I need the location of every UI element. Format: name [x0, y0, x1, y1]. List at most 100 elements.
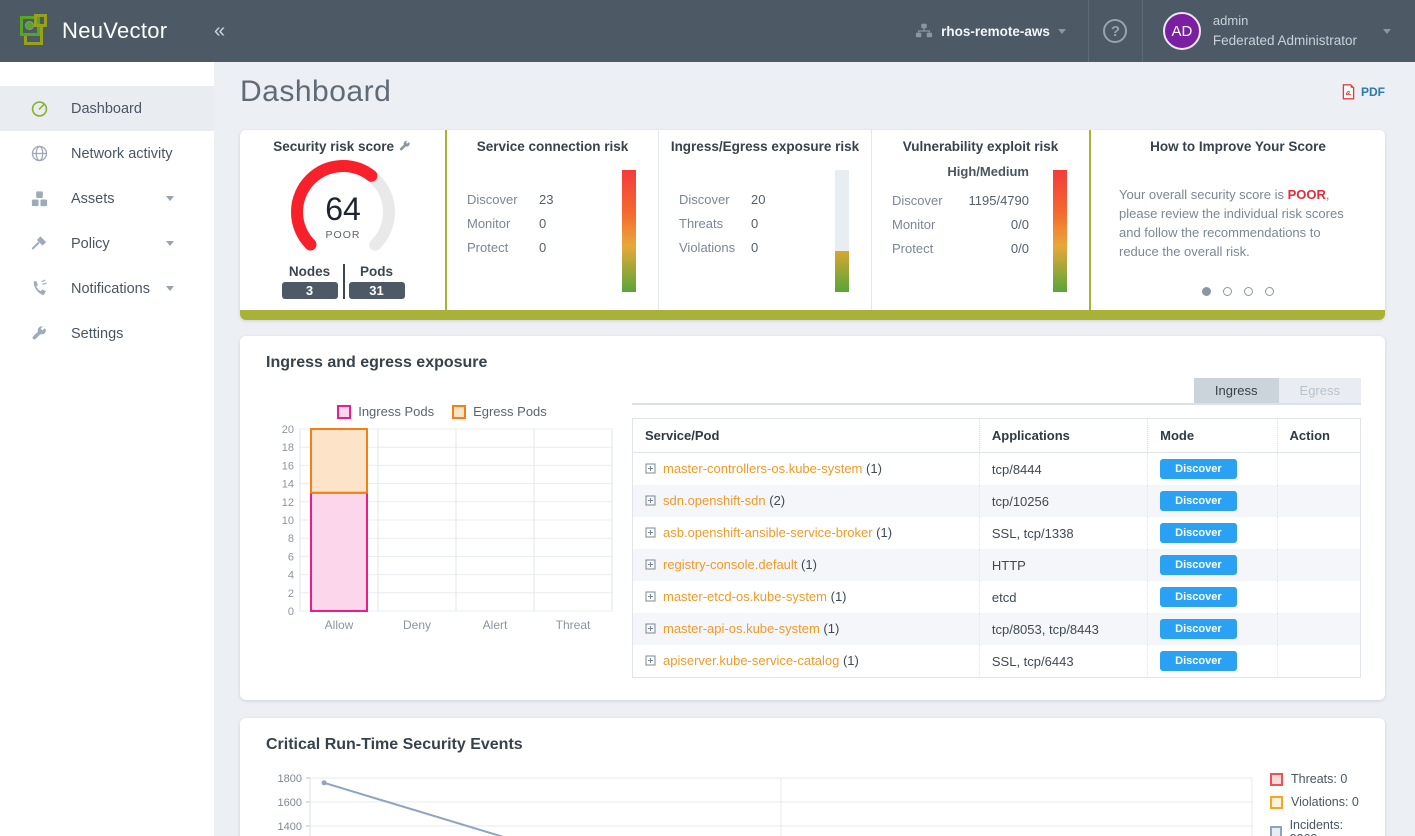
- stat-value: 1195/4790: [968, 193, 1030, 208]
- phone-icon: [30, 279, 49, 298]
- mode-discover-button[interactable]: Discover: [1160, 459, 1237, 479]
- mode-discover-button[interactable]: Discover: [1160, 555, 1237, 575]
- legend-label: Egress Pods: [473, 404, 547, 419]
- sidebar-item-settings[interactable]: Settings: [0, 311, 214, 356]
- service-pod-link[interactable]: sdn.openshift-sdn: [663, 493, 766, 508]
- improve-text: Your overall security score is POOR, ple…: [1119, 187, 1344, 259]
- sidebar-item-label: Settings: [71, 325, 124, 342]
- improve-score-panel: How to Improve Your Score Your overall s…: [1089, 130, 1385, 310]
- mode-discover-button[interactable]: Discover: [1160, 619, 1237, 639]
- service-connection-risk-panel: Service connection risk Discover 23 Monito…: [445, 130, 658, 310]
- svg-text:Allow: Allow: [325, 618, 354, 632]
- risk-gradient-bar: [622, 170, 636, 292]
- action-cell: [1277, 517, 1360, 549]
- section-title: Ingress and egress exposure: [266, 354, 488, 371]
- service-pod-link[interactable]: master-controllers-os.kube-system: [663, 461, 863, 476]
- expand-row-icon[interactable]: [645, 654, 656, 669]
- sidebar-item-network-activity[interactable]: Network activity: [0, 131, 214, 176]
- legend-label: Ingress Pods: [358, 404, 435, 419]
- sidebar-item-policy[interactable]: Policy: [0, 221, 214, 266]
- column-header-applications[interactable]: Applications: [979, 418, 1149, 453]
- stat-value: 0: [751, 240, 759, 255]
- help-icon: ?: [1103, 19, 1128, 43]
- service-pod-cell: master-api-os.kube-system (1): [632, 613, 980, 645]
- sidebar-item-notifications[interactable]: Notifications: [0, 266, 214, 311]
- tab-egress[interactable]: Egress: [1278, 378, 1361, 403]
- carousel-dot[interactable]: [1223, 287, 1232, 296]
- carousel-dots: [1091, 287, 1385, 296]
- risk-gradient-bar: [835, 170, 849, 292]
- table-row: sdn.openshift-sdn (2) tcp/10256 Discover: [632, 485, 1361, 517]
- legend-item: Threats: 0: [1270, 772, 1361, 786]
- action-cell: [1277, 453, 1360, 486]
- service-pod-link[interactable]: master-api-os.kube-system: [663, 621, 820, 636]
- applications-cell: tcp/8444: [979, 452, 1149, 485]
- stat-value: 0/0: [1010, 217, 1029, 232]
- mode-discover-button[interactable]: Discover: [1160, 651, 1237, 671]
- user-menu[interactable]: AD admin Federated Administrator: [1143, 12, 1415, 50]
- brand-name: NeuVector: [62, 18, 168, 43]
- table-row: master-etcd-os.kube-system (1) etcd Discov…: [632, 581, 1361, 613]
- expand-row-icon[interactable]: [645, 558, 656, 573]
- mode-cell: Discover: [1147, 517, 1278, 549]
- carousel-dot[interactable]: [1202, 287, 1211, 296]
- risk-stat-row: Discover 1195/4790: [892, 193, 1029, 208]
- svg-text:12: 12: [282, 497, 294, 509]
- svg-text:1400: 1400: [278, 821, 302, 833]
- risk-stat-row: Protect 0: [467, 240, 658, 255]
- service-pod-link[interactable]: registry-console.default: [663, 557, 798, 572]
- cluster-name: rhos-remote-aws: [941, 23, 1050, 39]
- column-header-service-pod[interactable]: Service/Pod: [632, 418, 980, 453]
- wrench-icon[interactable]: [398, 139, 412, 154]
- mode-discover-button[interactable]: Discover: [1160, 491, 1237, 511]
- pods-label: Pods: [359, 264, 393, 279]
- service-pod-link[interactable]: master-etcd-os.kube-system: [663, 589, 827, 604]
- column-header-action[interactable]: Action: [1277, 418, 1361, 453]
- sidebar-item-label: Notifications: [71, 280, 150, 297]
- svg-text:2: 2: [288, 588, 294, 600]
- action-cell: [1277, 613, 1361, 645]
- service-pod-link[interactable]: apiserver.kube-service-catalog: [663, 653, 840, 668]
- svg-text:10: 10: [282, 515, 294, 527]
- applications-cell: etcd: [979, 581, 1149, 613]
- sitemap-icon: [916, 23, 933, 38]
- expand-row-icon[interactable]: [645, 526, 656, 541]
- expand-row-icon[interactable]: [645, 494, 656, 509]
- legend-item: Violations: 0: [1270, 795, 1361, 809]
- panel-title: Security risk score: [273, 139, 395, 154]
- export-pdf-button[interactable]: PDF: [1340, 83, 1385, 101]
- action-cell: [1277, 581, 1360, 613]
- svg-text:POOR: POOR: [325, 229, 360, 241]
- carousel-dot[interactable]: [1265, 287, 1274, 296]
- expand-row-icon[interactable]: [645, 622, 656, 637]
- pod-count: (1): [842, 653, 859, 668]
- risk-summary-card: Security risk score 64 POOR Nodes 3 Pods …: [240, 130, 1385, 320]
- tab-ingress[interactable]: Ingress: [1193, 378, 1279, 403]
- sidebar-item-label: Assets: [71, 190, 115, 207]
- stat-value: 20: [751, 192, 766, 207]
- stat-label: Monitor: [892, 217, 936, 232]
- table-row: asb.openshift-ansible-service-broker (1)…: [632, 517, 1361, 549]
- wrench-icon: [30, 324, 49, 343]
- mode-discover-button[interactable]: Discover: [1160, 587, 1237, 607]
- expand-row-icon[interactable]: [645, 590, 656, 605]
- exposure-risk-panel: Ingress/Egress exposure risk Discover 20 T…: [658, 130, 871, 310]
- sidebar-collapse-button[interactable]: «: [214, 19, 226, 42]
- svg-text:64: 64: [325, 191, 361, 227]
- legend-item: Incidents: 2268: [1270, 818, 1361, 836]
- column-header-mode[interactable]: Mode: [1147, 418, 1278, 453]
- service-pod-link[interactable]: asb.openshift-ansible-service-broker: [663, 525, 873, 540]
- sidebar-item-dashboard[interactable]: Dashboard: [0, 86, 214, 131]
- risk-stat-row: Discover 23: [467, 192, 658, 207]
- events-legend: Threats: 0 Violations: 0 Incidents: 2268: [1256, 766, 1361, 836]
- legend-item: Ingress Pods: [337, 404, 434, 419]
- expand-row-icon[interactable]: [645, 462, 656, 477]
- sidebar-item-assets[interactable]: Assets: [0, 176, 214, 221]
- cluster-selector[interactable]: rhos-remote-aws: [893, 0, 1089, 62]
- legend-swatch: [452, 404, 467, 419]
- globe-icon: [30, 144, 49, 163]
- mode-cell: Discover: [1147, 581, 1278, 613]
- help-button[interactable]: ?: [1089, 0, 1143, 62]
- carousel-dot[interactable]: [1244, 287, 1253, 296]
- mode-discover-button[interactable]: Discover: [1160, 523, 1237, 543]
